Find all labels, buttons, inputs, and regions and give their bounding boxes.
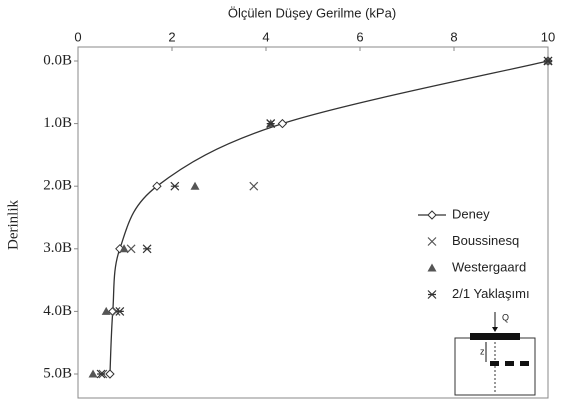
cross <box>427 237 437 246</box>
marker <box>190 181 200 190</box>
asterisk <box>427 290 437 299</box>
y-tick-label: 1.0B <box>43 115 72 131</box>
marker <box>115 306 125 316</box>
point-mark <box>490 361 499 366</box>
diamond <box>427 210 437 220</box>
point-mark <box>505 361 514 366</box>
load-label: Q <box>502 312 509 322</box>
marker <box>543 56 553 66</box>
plot-frame <box>77 46 549 399</box>
triangle <box>119 244 129 253</box>
marker <box>277 118 288 129</box>
marker <box>119 244 129 253</box>
asterisk <box>170 181 180 191</box>
inset-diagram: Q z <box>454 312 536 396</box>
y-tick-label: 0.0B <box>43 52 72 68</box>
diamond <box>277 118 288 129</box>
marker <box>249 181 259 191</box>
legend-label: Deney <box>452 206 490 221</box>
y-tick-label: 5.0B <box>43 365 72 381</box>
cross <box>249 181 259 191</box>
marker <box>427 290 437 299</box>
cross <box>126 244 136 254</box>
marker <box>142 244 152 254</box>
marker <box>266 119 276 129</box>
asterisk <box>543 56 553 66</box>
point-mark <box>520 361 529 366</box>
marker <box>88 369 98 378</box>
diamond <box>152 181 162 191</box>
asterisk <box>142 244 152 254</box>
triangle <box>427 263 437 272</box>
legend-label: Boussinesq <box>452 233 519 248</box>
marker <box>427 263 437 272</box>
x-tick-label: 4 <box>262 29 269 44</box>
y-axis-label: Derinlik <box>5 200 21 250</box>
marker <box>96 369 106 379</box>
x-tick-label: 0 <box>74 29 81 44</box>
triangle <box>190 181 200 190</box>
x-tick-label: 10 <box>541 29 555 44</box>
y-tick-label: 4.0B <box>43 303 72 319</box>
triangle <box>101 306 111 315</box>
asterisk <box>96 369 106 379</box>
load-arrow-head <box>492 327 498 332</box>
marker <box>427 237 437 246</box>
asterisk <box>266 119 276 129</box>
marker <box>126 244 136 254</box>
x-tick-label: 8 <box>450 29 457 44</box>
legend-label: 2/1 Yaklaşımı <box>452 286 530 301</box>
depth-label: z <box>480 346 485 356</box>
y-tick-label: 2.0B <box>43 178 72 194</box>
legend-label: Westergaard <box>452 259 526 274</box>
chart-title: Ölçülen Düşey Gerilme (kPa) <box>228 5 396 20</box>
marker <box>101 306 111 315</box>
asterisk <box>115 306 125 316</box>
triangle <box>88 369 98 378</box>
footing <box>470 333 520 340</box>
marker <box>152 181 162 191</box>
marker <box>427 210 437 220</box>
marker <box>170 181 180 191</box>
diamond <box>105 369 115 379</box>
x-tick-label: 2 <box>168 29 175 44</box>
y-tick-label: 3.0B <box>43 240 72 256</box>
marker <box>105 369 115 379</box>
x-tick-label: 6 <box>356 29 363 44</box>
